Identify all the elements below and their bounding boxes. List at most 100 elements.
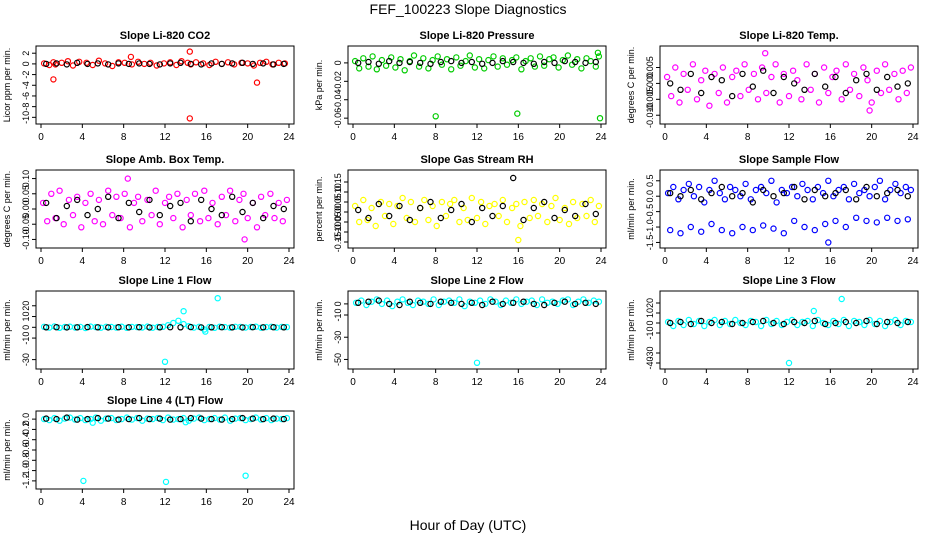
data-point bbox=[232, 217, 239, 225]
panel-title: Slope Li-820 CO2 bbox=[120, 30, 210, 42]
data-point bbox=[468, 194, 475, 202]
data-point bbox=[596, 114, 604, 122]
data-point bbox=[815, 99, 823, 106]
data-point bbox=[860, 64, 867, 71]
data-point bbox=[352, 299, 360, 306]
data-point bbox=[355, 299, 362, 306]
y-tick-label: 20 bbox=[21, 301, 31, 311]
data-point bbox=[60, 220, 67, 228]
data-point bbox=[832, 189, 839, 197]
data-point bbox=[175, 317, 182, 324]
x-tick-label: 12 bbox=[471, 256, 483, 267]
data-point bbox=[749, 199, 757, 206]
y-tick-label: -10 bbox=[21, 111, 31, 124]
y-tick-label: 2 bbox=[21, 51, 31, 56]
data-point bbox=[187, 211, 194, 219]
data-point bbox=[760, 222, 767, 229]
data-point bbox=[275, 199, 282, 207]
data-point bbox=[668, 92, 675, 100]
data-point bbox=[448, 57, 455, 65]
y-tick-label: -8 bbox=[21, 103, 31, 111]
data-point bbox=[177, 199, 184, 207]
data-point bbox=[718, 226, 726, 234]
data-point bbox=[468, 218, 475, 226]
data-point bbox=[763, 316, 770, 324]
data-point bbox=[214, 220, 221, 228]
data-point bbox=[417, 299, 424, 306]
data-point bbox=[63, 202, 71, 210]
data-point bbox=[458, 59, 465, 67]
data-point bbox=[409, 301, 417, 309]
data-point bbox=[670, 183, 677, 191]
data-point bbox=[664, 189, 672, 197]
data-point bbox=[555, 64, 562, 71]
data-point bbox=[270, 202, 277, 210]
data-point bbox=[832, 319, 839, 327]
data-point bbox=[708, 73, 715, 81]
y-tick-label: 0.05 bbox=[21, 185, 31, 203]
data-point bbox=[698, 76, 705, 84]
data-point bbox=[58, 59, 65, 67]
data-point bbox=[514, 110, 521, 117]
data-point bbox=[147, 59, 154, 67]
data-point bbox=[856, 318, 863, 326]
data-point bbox=[117, 214, 124, 222]
data-point bbox=[495, 212, 502, 220]
data-point bbox=[884, 73, 891, 81]
data-point bbox=[177, 324, 184, 331]
data-point bbox=[801, 86, 808, 94]
data-point bbox=[394, 202, 401, 210]
data-point bbox=[448, 66, 455, 73]
data-point bbox=[417, 59, 424, 67]
x-tick-label: 8 bbox=[121, 497, 127, 508]
y-tick-label: -1.5 bbox=[645, 235, 655, 251]
panel-title: Slope Line 3 Flow bbox=[743, 275, 836, 287]
x-tick-label: 4 bbox=[704, 132, 710, 143]
data-point bbox=[810, 307, 818, 315]
data-point bbox=[887, 318, 894, 326]
data-point bbox=[585, 299, 592, 306]
data-point bbox=[77, 414, 84, 422]
data-point bbox=[749, 226, 757, 234]
data-point bbox=[842, 89, 850, 97]
data-point bbox=[228, 415, 236, 423]
data-point bbox=[814, 183, 822, 191]
data-point bbox=[187, 414, 194, 422]
data-point bbox=[52, 61, 59, 68]
x-tick-label: 20 bbox=[866, 377, 878, 388]
data-point bbox=[180, 320, 187, 328]
data-point bbox=[745, 86, 752, 94]
data-point bbox=[551, 299, 558, 306]
data-point bbox=[156, 211, 163, 219]
x-tick-label: 12 bbox=[159, 256, 171, 267]
data-point bbox=[726, 183, 734, 191]
data-point bbox=[365, 214, 372, 222]
data-point bbox=[794, 192, 801, 200]
x-tick-label: 12 bbox=[159, 377, 171, 388]
data-point bbox=[846, 86, 854, 94]
data-point bbox=[894, 319, 901, 327]
data-point bbox=[179, 224, 186, 231]
data-point bbox=[706, 102, 713, 109]
data-point bbox=[825, 89, 832, 97]
data-point bbox=[780, 229, 788, 237]
data-point bbox=[554, 300, 561, 308]
data-point bbox=[729, 229, 736, 237]
data-point bbox=[572, 58, 579, 66]
data-point bbox=[770, 89, 777, 97]
data-point bbox=[689, 61, 697, 68]
data-point bbox=[182, 419, 189, 426]
data-point bbox=[663, 73, 671, 81]
x-tick-label: 16 bbox=[513, 256, 525, 267]
data-point bbox=[166, 416, 174, 423]
data-point bbox=[183, 196, 190, 204]
x-tick-label: 24 bbox=[595, 256, 607, 267]
x-tick-label: 0 bbox=[662, 132, 668, 143]
data-point bbox=[139, 217, 146, 225]
data-point bbox=[708, 319, 715, 327]
data-point bbox=[513, 54, 520, 61]
data-point bbox=[456, 218, 463, 226]
data-point bbox=[904, 216, 912, 223]
data-point bbox=[536, 53, 544, 60]
y-tick-label: 0.00 bbox=[21, 200, 31, 218]
